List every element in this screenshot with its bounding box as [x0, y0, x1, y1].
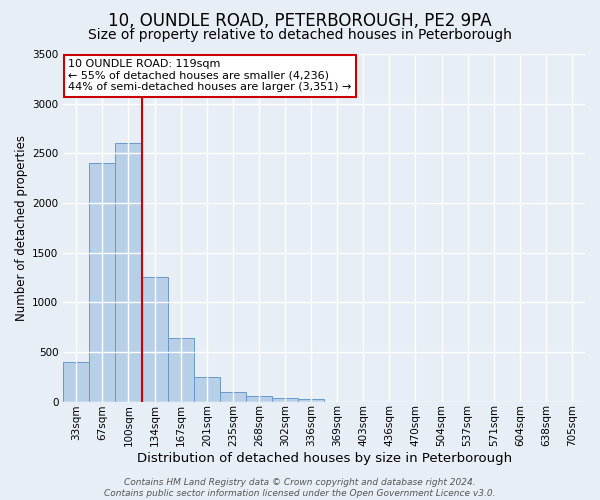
Bar	[167, 338, 194, 402]
Bar	[298, 398, 324, 402]
Text: Contains HM Land Registry data © Crown copyright and database right 2024.
Contai: Contains HM Land Registry data © Crown c…	[104, 478, 496, 498]
Y-axis label: Number of detached properties: Number of detached properties	[15, 135, 28, 321]
Bar	[246, 396, 272, 402]
Bar	[194, 376, 220, 402]
Bar	[272, 398, 298, 402]
Text: Size of property relative to detached houses in Peterborough: Size of property relative to detached ho…	[88, 28, 512, 42]
Bar	[142, 278, 167, 402]
X-axis label: Distribution of detached houses by size in Peterborough: Distribution of detached houses by size …	[137, 452, 512, 465]
Bar	[63, 362, 89, 402]
Bar	[89, 163, 115, 402]
Text: 10, OUNDLE ROAD, PETERBOROUGH, PE2 9PA: 10, OUNDLE ROAD, PETERBOROUGH, PE2 9PA	[108, 12, 492, 30]
Bar	[115, 144, 142, 402]
Text: 10 OUNDLE ROAD: 119sqm
← 55% of detached houses are smaller (4,236)
44% of semi-: 10 OUNDLE ROAD: 119sqm ← 55% of detached…	[68, 59, 352, 92]
Bar	[220, 392, 246, 402]
